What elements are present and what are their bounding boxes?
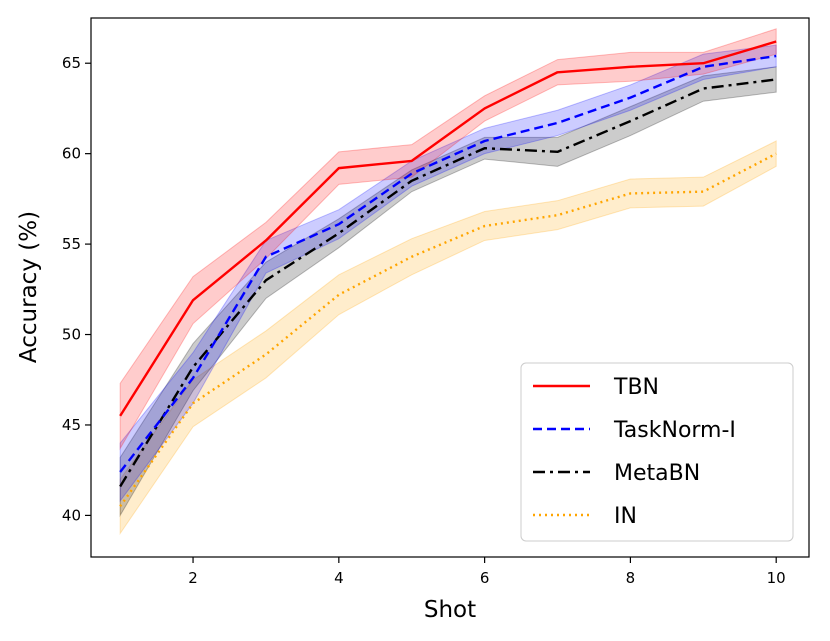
y-tick-label-40: 40 (62, 506, 81, 524)
legend-label-metabn: MetaBN (614, 461, 700, 486)
band-in (119, 140, 777, 536)
x-tick-label-6: 6 (480, 569, 490, 587)
y-tick-label-60: 60 (62, 145, 81, 163)
line-tbn (119, 40, 777, 417)
x-tick-label-4: 4 (334, 569, 344, 587)
x-tick-label-2: 2 (188, 569, 198, 587)
legend-box (520, 362, 794, 542)
line-metabn (119, 78, 777, 488)
x-axis-ticks: 2 4 6 8 10 (188, 557, 786, 587)
y-tick-label-50: 50 (62, 326, 81, 344)
legend-label-tasknorm-i: TaskNorm-I (613, 418, 736, 443)
y-tick-label-45: 45 (62, 416, 81, 434)
band-tasknorm-i (119, 44, 777, 503)
x-tick-label-8: 8 (626, 569, 636, 587)
x-tick-label-10: 10 (767, 569, 786, 587)
band-tbn (119, 28, 777, 451)
line-tasknorm-i (119, 54, 777, 473)
series-lines (119, 40, 777, 508)
legend-label-tbn: TBN (613, 375, 659, 400)
legend: TBN TaskNorm-I MetaBN IN (520, 362, 794, 542)
line-in (119, 152, 777, 508)
plot-frame (90, 17, 810, 558)
y-tick-label-55: 55 (62, 235, 81, 253)
legend-label-in: IN (614, 504, 637, 529)
y-axis-title: Accuracy (%) (16, 211, 42, 363)
x-axis-title: Shot (424, 597, 476, 623)
y-axis-ticks: 40 45 50 55 60 65 (62, 54, 91, 524)
y-tick-label-65: 65 (62, 54, 81, 72)
